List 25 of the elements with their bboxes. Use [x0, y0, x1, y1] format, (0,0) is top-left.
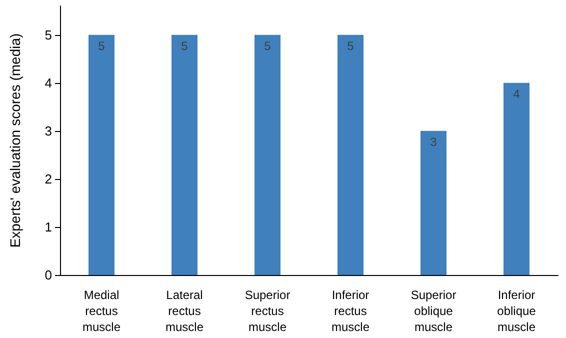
- x-tick-label: Medial rectus muscle: [82, 288, 121, 334]
- data-label: 5: [98, 38, 106, 53]
- data-label: 5: [264, 38, 272, 53]
- y-tick-label: 3: [44, 123, 52, 138]
- bar: [504, 82, 530, 275]
- data-label: 5: [181, 38, 188, 53]
- data-label: 5: [347, 38, 354, 53]
- y-axis-title: Experts' evaluation scores (media): [7, 33, 23, 248]
- data-label: 3: [430, 134, 438, 149]
- bar: [254, 34, 280, 275]
- x-tick-label: Superior rectus muscle: [244, 288, 290, 334]
- y-tick-label: 1: [44, 219, 52, 234]
- bar: [88, 34, 114, 275]
- y-tick-label: 0: [44, 268, 52, 282]
- bar: [172, 34, 198, 275]
- y-tick-label: 4: [44, 75, 52, 90]
- data-label: 4: [513, 86, 520, 101]
- bar: [420, 130, 446, 275]
- x-tick-label: Superior oblique muscle: [410, 288, 456, 334]
- x-tick-label: Inferior oblique muscle: [497, 288, 536, 334]
- bar: [338, 34, 364, 275]
- y-tick-label: 2: [44, 171, 52, 186]
- x-tick-label: Inferior rectus muscle: [331, 288, 370, 334]
- y-tick-label: 5: [44, 27, 52, 42]
- x-tick-label: Lateral rectus muscle: [165, 288, 204, 334]
